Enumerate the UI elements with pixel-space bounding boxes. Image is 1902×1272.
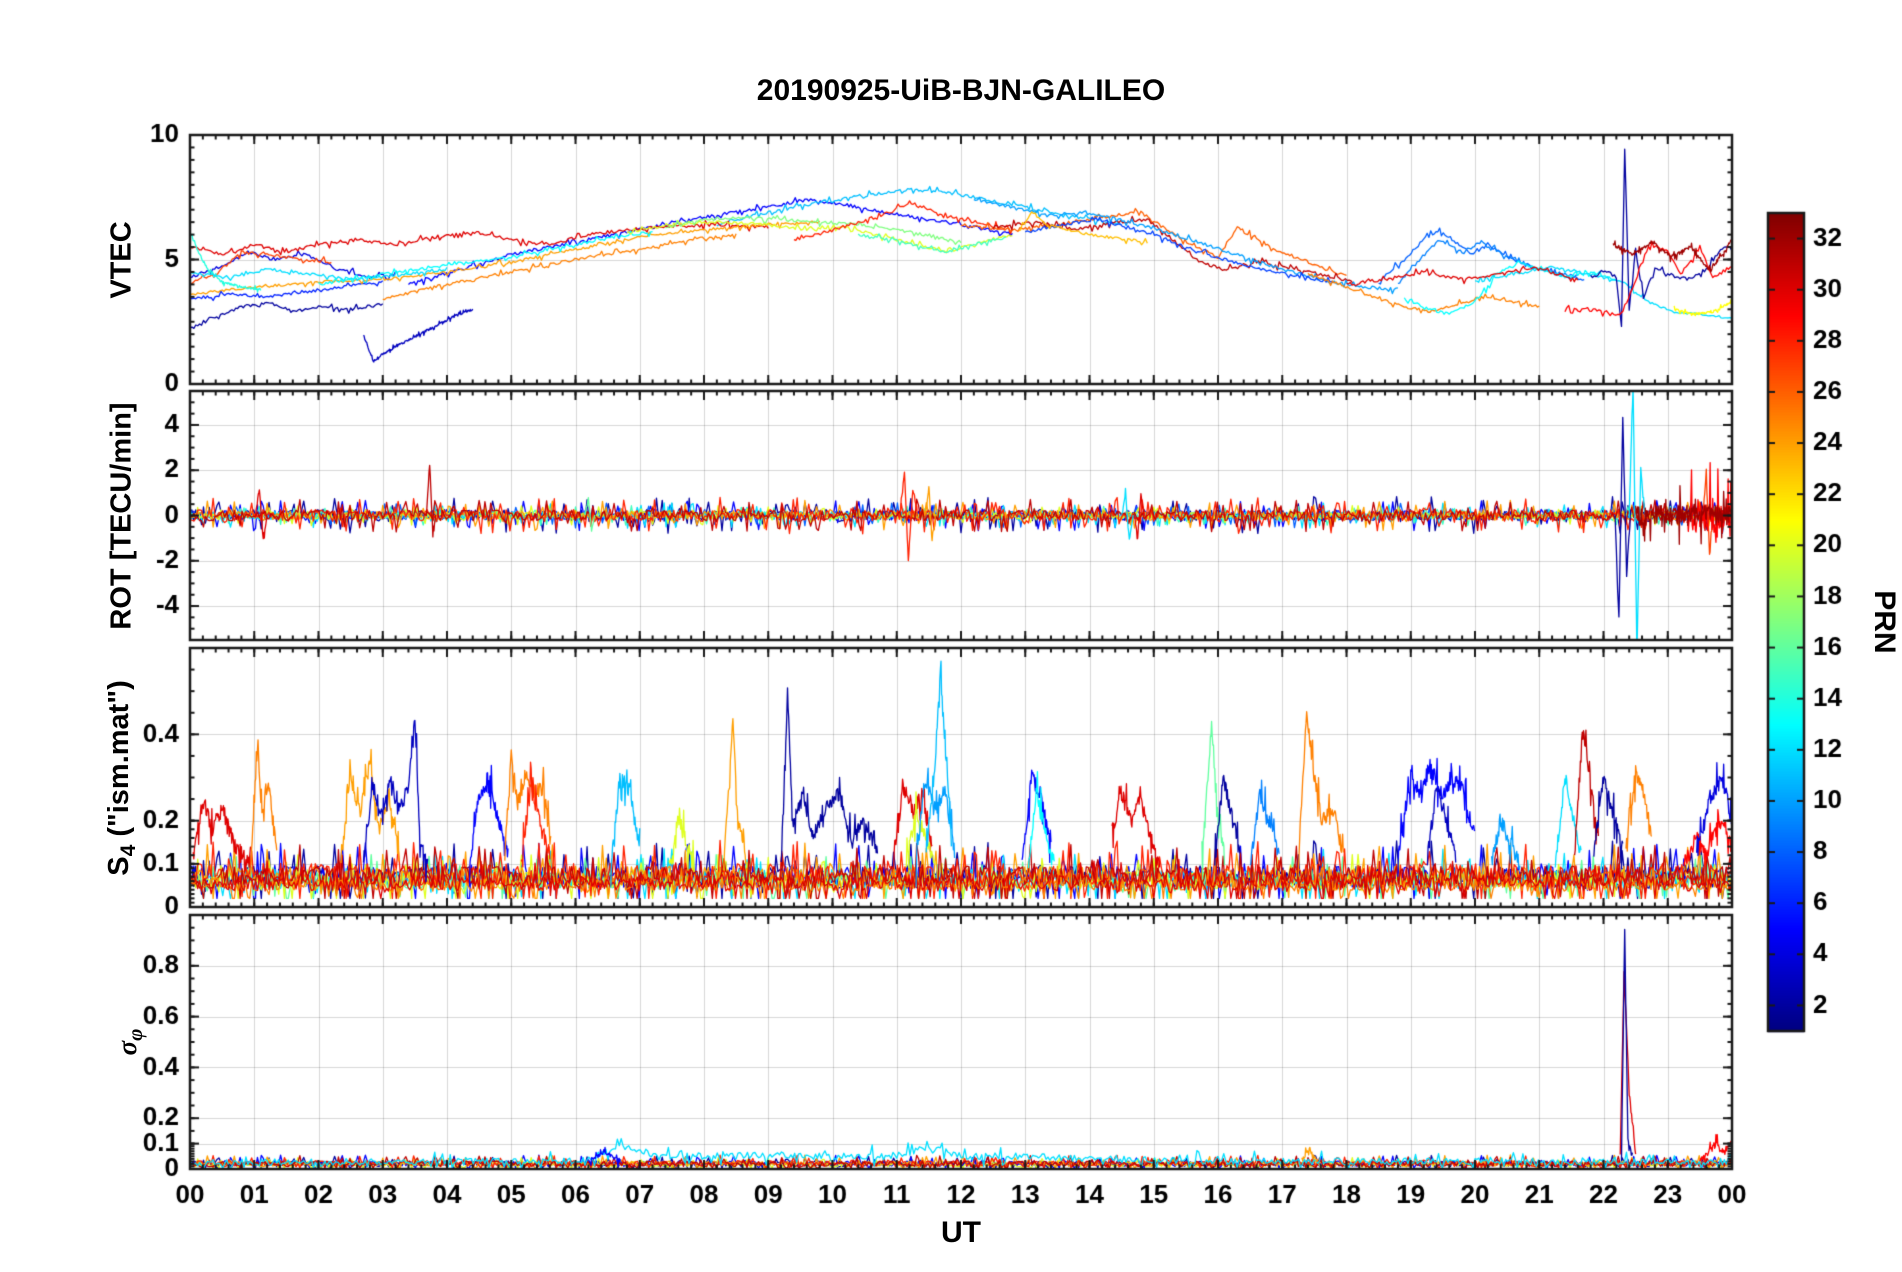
- colorbar-label: PRN: [1868, 590, 1901, 654]
- vtec-y-axis-label: VTEC: [105, 221, 138, 299]
- sigma-label-sub: φ: [123, 1028, 148, 1041]
- s4-label-rest: ("ism.mat"): [103, 680, 136, 845]
- s4-label-sub: 4: [116, 844, 140, 857]
- s4-label-main: S: [103, 856, 136, 876]
- x-axis-label: UT: [941, 1216, 981, 1249]
- rot-y-axis-label: ROT [TECU/min]: [105, 402, 138, 630]
- sigma-label-main: σ: [111, 1040, 142, 1056]
- chart-title: 20190925-UiB-BJN-GALILEO: [756, 74, 1166, 107]
- s4-y-axis-label: S4 ("ism.mat"): [103, 680, 141, 876]
- sigma-phi-y-axis-label: σφ: [112, 1029, 148, 1056]
